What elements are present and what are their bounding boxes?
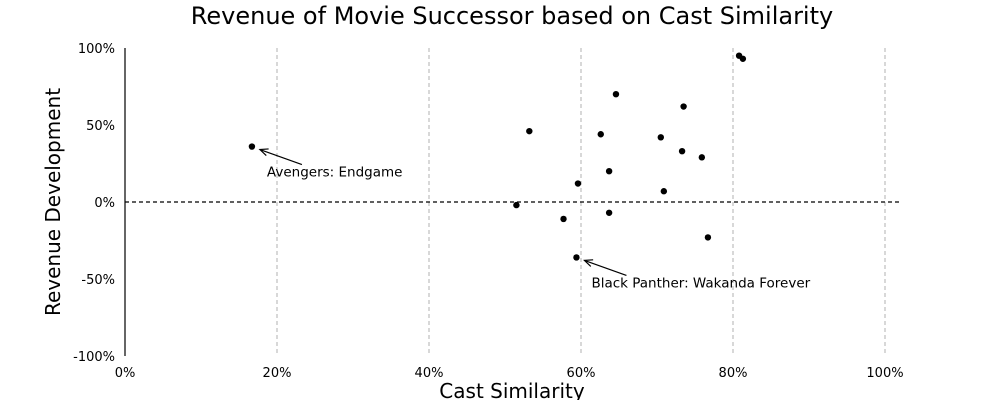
x-tick-label: 100%	[866, 366, 903, 381]
annotation-label: Avengers: Endgame	[267, 165, 403, 181]
x-tick-label: 40%	[415, 366, 444, 381]
data-point	[678, 147, 686, 155]
y-tick-label: -100%	[73, 350, 115, 365]
y-axis-label: Revenue Development	[41, 88, 65, 316]
data-point	[248, 143, 256, 150]
x-tick-label: 80%	[719, 366, 748, 381]
x-tick-label: 60%	[567, 366, 596, 381]
data-points	[248, 52, 747, 261]
annotation-arrow	[584, 259, 627, 277]
x-tick-label: 0%	[115, 366, 136, 381]
annotations: Avengers: Endgame Black Panther: Wakanda …	[258, 148, 811, 291]
chart-title: Revenue of Movie Successor based on Cast…	[191, 2, 833, 30]
annotation-arrowhead	[583, 259, 594, 267]
data-point	[612, 91, 620, 98]
data-point	[597, 131, 604, 138]
data-point	[704, 234, 712, 241]
data-point	[660, 188, 668, 195]
data-point	[605, 168, 613, 175]
data-point	[560, 215, 567, 223]
y-tick-label: -50%	[81, 273, 115, 288]
y-tick-label: 50%	[86, 119, 115, 134]
annotation-arrow	[259, 148, 303, 166]
data-point	[698, 154, 706, 161]
data-point	[526, 127, 533, 135]
data-point	[605, 209, 613, 216]
annotation-arrowhead	[258, 148, 269, 156]
y-tick-labels: -100% -50% 0% 50% 100%	[73, 42, 115, 365]
y-tick-label: 100%	[78, 42, 115, 57]
data-point	[574, 180, 582, 187]
x-tick-labels: 0% 20% 40% 60% 80% 100%	[115, 366, 904, 381]
data-point	[513, 201, 520, 209]
x-tick-label: 20%	[263, 366, 292, 381]
y-tick-label: 0%	[94, 196, 115, 211]
data-point	[573, 254, 580, 261]
annotation-label: Black Panther: Wakanda Forever	[591, 275, 810, 291]
x-axis-label: Cast Similarity	[439, 379, 585, 400]
data-point	[657, 134, 664, 141]
data-point	[680, 103, 687, 110]
data-point	[739, 55, 747, 62]
